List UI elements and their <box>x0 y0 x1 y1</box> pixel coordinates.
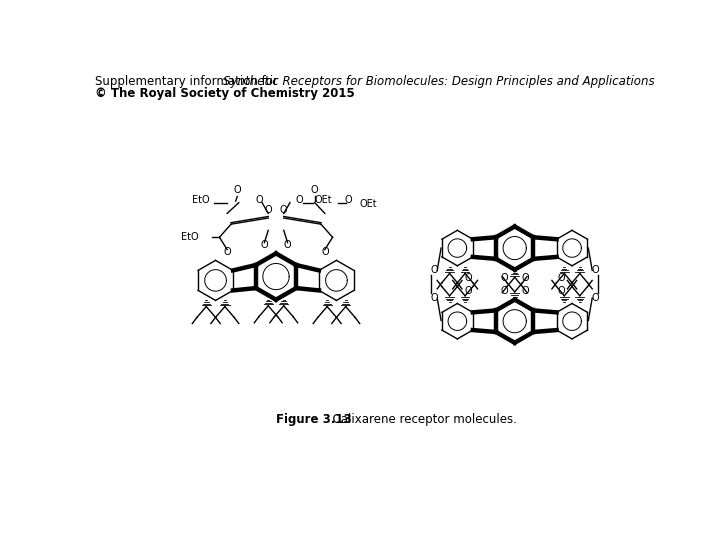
Text: Synthetic Receptors for Biomolecules: Design Principles and Applications: Synthetic Receptors for Biomolecules: De… <box>223 75 655 88</box>
Text: © The Royal Society of Chemistry 2015: © The Royal Society of Chemistry 2015 <box>94 87 354 100</box>
Text: O: O <box>311 185 318 195</box>
Text: O: O <box>344 194 352 205</box>
Text: O: O <box>233 185 241 195</box>
Text: O: O <box>223 247 231 257</box>
Text: O: O <box>522 273 529 284</box>
Text: O: O <box>464 273 472 284</box>
Text: O: O <box>284 240 292 251</box>
Text: O: O <box>500 286 508 296</box>
Text: Calixarene receptor molecules.: Calixarene receptor molecules. <box>325 413 517 426</box>
Text: O: O <box>464 286 472 296</box>
Text: OEt: OEt <box>360 199 377 209</box>
Text: O: O <box>592 293 599 303</box>
Text: Supplementary information for: Supplementary information for <box>94 75 282 88</box>
Text: O: O <box>280 205 287 215</box>
Text: EtO: EtO <box>192 194 210 205</box>
Text: O: O <box>295 194 303 205</box>
Text: O: O <box>255 194 263 205</box>
Text: O: O <box>264 205 272 215</box>
Text: O: O <box>500 273 508 284</box>
Text: O: O <box>431 265 438 275</box>
Text: O: O <box>321 247 328 257</box>
Text: O: O <box>592 265 599 275</box>
Text: O: O <box>261 240 268 251</box>
Text: O: O <box>431 293 438 303</box>
Text: EtO: EtO <box>181 232 199 242</box>
Text: O: O <box>522 286 529 296</box>
Text: Figure 3.13: Figure 3.13 <box>276 413 351 426</box>
Text: OEt: OEt <box>315 194 333 205</box>
Text: O: O <box>557 286 565 296</box>
Text: O: O <box>557 273 565 284</box>
